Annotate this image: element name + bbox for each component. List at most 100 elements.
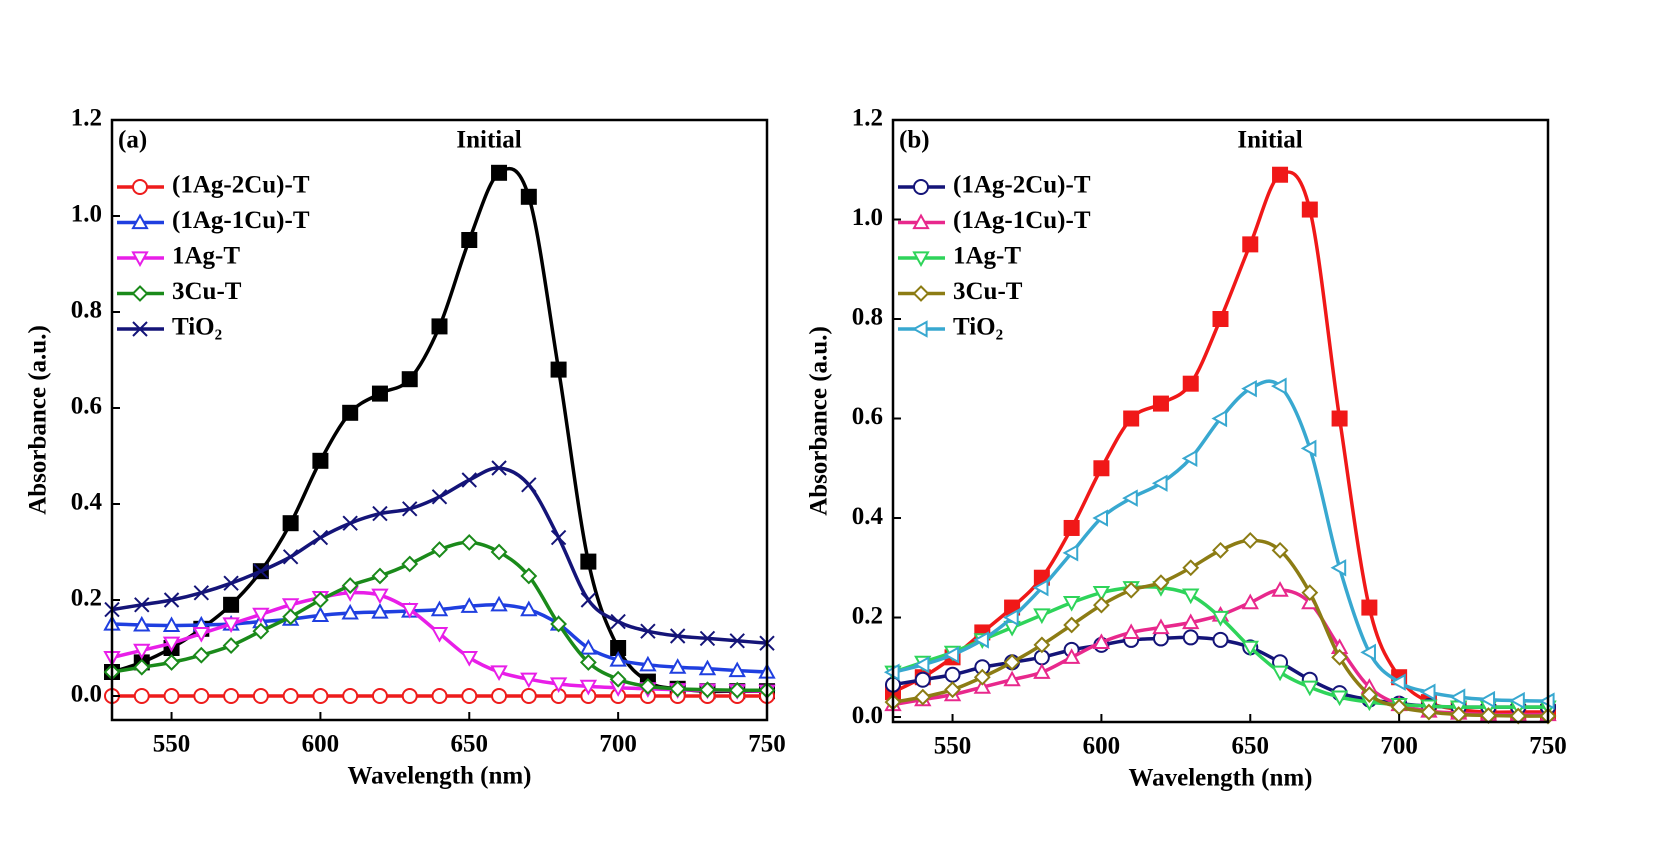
marker: [162, 616, 181, 633]
legend-label: (1Ag-1Cu)-T: [172, 207, 310, 234]
marker: [223, 575, 239, 591]
legend-marker: [131, 251, 149, 268]
marker: [1241, 640, 1259, 657]
legend-label: (1Ag-2Cu)-T: [172, 172, 310, 199]
legend-marker: [132, 179, 148, 195]
marker: [252, 607, 270, 624]
marker: [1062, 648, 1081, 664]
marker: [668, 658, 687, 674]
y-tick-label: 0.2: [852, 602, 883, 629]
y-tick-label: 0.0: [71, 681, 102, 708]
marker: [728, 661, 746, 678]
marker: [252, 622, 270, 640]
marker: [1033, 636, 1051, 654]
marker: [1360, 643, 1376, 662]
marker: [371, 588, 389, 605]
panel-label: (b): [899, 127, 930, 154]
marker: [461, 232, 478, 248]
marker: [133, 615, 151, 632]
marker: [973, 668, 991, 686]
x-axis-label: Wavelength (nm): [347, 763, 531, 790]
marker: [192, 646, 210, 664]
marker: [1181, 449, 1198, 468]
marker: [1420, 703, 1438, 721]
x-tick-label: 700: [1380, 733, 1418, 760]
y-tick-label: 0.4: [71, 489, 103, 516]
marker: [729, 633, 745, 649]
marker: [133, 643, 151, 660]
marker: [312, 688, 329, 704]
marker: [461, 688, 478, 704]
marker: [580, 592, 597, 608]
y-tick-label: 0.4: [852, 503, 884, 530]
y-tick-label: 1.2: [71, 105, 102, 132]
marker: [460, 651, 478, 667]
marker: [1331, 648, 1349, 666]
marker: [1003, 653, 1021, 671]
marker: [163, 653, 180, 671]
x-tick-label: 650: [1232, 733, 1270, 760]
marker: [192, 627, 211, 643]
marker: [639, 655, 657, 672]
marker: [401, 603, 419, 619]
marker: [431, 318, 448, 335]
marker: [550, 361, 567, 378]
marker: [430, 600, 449, 617]
legend-label: TiO₂: [953, 314, 1003, 341]
marker: [491, 688, 508, 704]
marker: [222, 637, 240, 655]
marker: [669, 680, 687, 698]
marker: [579, 638, 598, 655]
marker: [312, 452, 329, 469]
annotation: Initial: [456, 127, 521, 154]
marker: [282, 608, 300, 626]
marker: [282, 515, 299, 532]
marker: [431, 688, 448, 704]
marker: [1211, 610, 1230, 627]
marker: [914, 671, 931, 688]
marker: [490, 543, 508, 561]
marker: [1449, 688, 1466, 706]
y-tick-label: 0.6: [71, 393, 102, 420]
marker: [1301, 584, 1319, 602]
legend-marker: [913, 179, 929, 195]
marker: [520, 688, 537, 704]
marker: [282, 688, 299, 704]
marker: [342, 688, 359, 704]
marker: [640, 623, 656, 639]
marker: [944, 666, 961, 683]
marker: [1212, 541, 1229, 559]
marker: [579, 653, 597, 671]
x-tick-label: 600: [302, 731, 340, 758]
marker: [1093, 460, 1110, 477]
legend-label: 3Cu-T: [953, 278, 1023, 305]
marker: [699, 630, 716, 647]
marker: [491, 164, 508, 181]
legend-label: (1Ag-2Cu)-T: [953, 172, 1091, 199]
marker: [1212, 631, 1229, 648]
marker: [222, 617, 240, 634]
marker: [1033, 663, 1051, 679]
y-tick-label: 0.0: [852, 702, 883, 729]
marker: [520, 600, 538, 617]
marker: [609, 650, 627, 667]
marker: [1152, 618, 1170, 635]
marker: [223, 688, 240, 704]
legend-marker: [131, 213, 149, 230]
legend-label: 1Ag-T: [953, 243, 1021, 270]
marker: [1361, 599, 1378, 616]
marker: [401, 688, 418, 704]
marker: [133, 658, 151, 676]
marker: [461, 472, 477, 488]
marker: [431, 541, 448, 559]
marker: [341, 603, 359, 620]
marker: [1509, 691, 1525, 710]
marker: [1479, 690, 1496, 709]
legend-marker: [132, 321, 148, 337]
x-axis-label: Wavelength (nm): [1128, 765, 1312, 792]
x-tick-label: 700: [599, 731, 637, 758]
marker: [1211, 409, 1228, 428]
x-tick-label: 600: [1083, 733, 1121, 760]
marker: [371, 385, 388, 402]
y-tick-label: 0.2: [71, 585, 102, 612]
